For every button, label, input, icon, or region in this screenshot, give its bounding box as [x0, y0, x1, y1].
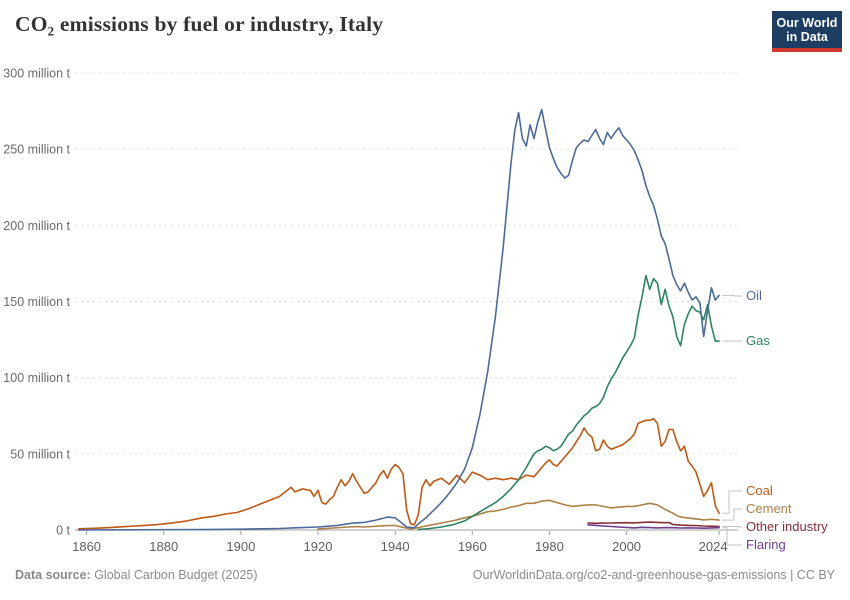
- x-axis-tick-label: 1940: [381, 539, 410, 554]
- x-axis-tick-label: 2000: [612, 539, 641, 554]
- legend-connector: [722, 527, 742, 546]
- legend-label-cement[interactable]: Cement: [746, 501, 792, 516]
- owid-logo[interactable]: Our World in Data: [772, 11, 842, 52]
- x-axis-tick-label: 1960: [458, 539, 487, 554]
- y-axis-tick-label: 150 million t: [3, 295, 70, 309]
- legend-label-oil[interactable]: Oil: [746, 288, 762, 303]
- footer-url[interactable]: OurWorldinData.org/co2-and-greenhouse-ga…: [472, 568, 835, 582]
- y-axis-tick-label: 250 million t: [3, 143, 70, 157]
- x-axis-tick-label: 1880: [149, 539, 178, 554]
- legend-connector: [722, 490, 742, 514]
- legend-connector: [722, 525, 742, 528]
- y-axis-tick-label: 300 million t: [3, 67, 70, 81]
- y-axis-tick-label: 100 million t: [3, 371, 70, 385]
- series-line-gas[interactable]: [417, 274, 720, 531]
- series-line-other-industry[interactable]: [587, 521, 720, 528]
- legend-label-gas[interactable]: Gas: [746, 333, 770, 348]
- legend-connector: [722, 508, 742, 521]
- series-line-oil[interactable]: [78, 108, 720, 531]
- owid-logo-line2: in Data: [786, 29, 828, 44]
- x-axis-tick-label: 1980: [535, 539, 564, 554]
- x-axis-tick-label: 1900: [226, 539, 255, 554]
- x-axis-tick-label: 1860: [72, 539, 101, 554]
- series-line-flaring[interactable]: [587, 523, 720, 530]
- series-line-cement[interactable]: [317, 499, 720, 530]
- y-axis-tick-label: 0 t: [56, 524, 70, 538]
- legend-label-flaring[interactable]: Flaring: [746, 537, 786, 552]
- chart-footer: Data source: Global Carbon Budget (2025)…: [0, 560, 850, 600]
- legend-connector: [722, 294, 742, 297]
- y-axis-tick-label: 200 million t: [3, 219, 70, 233]
- series-line-coal[interactable]: [78, 417, 720, 530]
- data-source-label: Data source:: [15, 568, 91, 582]
- chart-canvas[interactable]: 0 t 50 million t 100 million t 150 million …: [0, 0, 850, 560]
- legend-label-other-industry[interactable]: Other industry: [746, 519, 828, 534]
- data-source-text: Global Carbon Budget (2025): [90, 568, 258, 582]
- legend-label-coal[interactable]: Coal: [746, 483, 773, 498]
- x-axis-tick-label: 2024: [699, 539, 728, 554]
- data-source-note: Data source: Global Carbon Budget (2025): [15, 568, 258, 582]
- x-axis-tick-label: 1920: [304, 539, 333, 554]
- y-axis-tick-label: 50 million t: [10, 447, 70, 461]
- owid-logo-line1: Our World: [776, 15, 838, 30]
- page-title: CO₂ emissions by fuel or industry, Italy: [15, 12, 384, 36]
